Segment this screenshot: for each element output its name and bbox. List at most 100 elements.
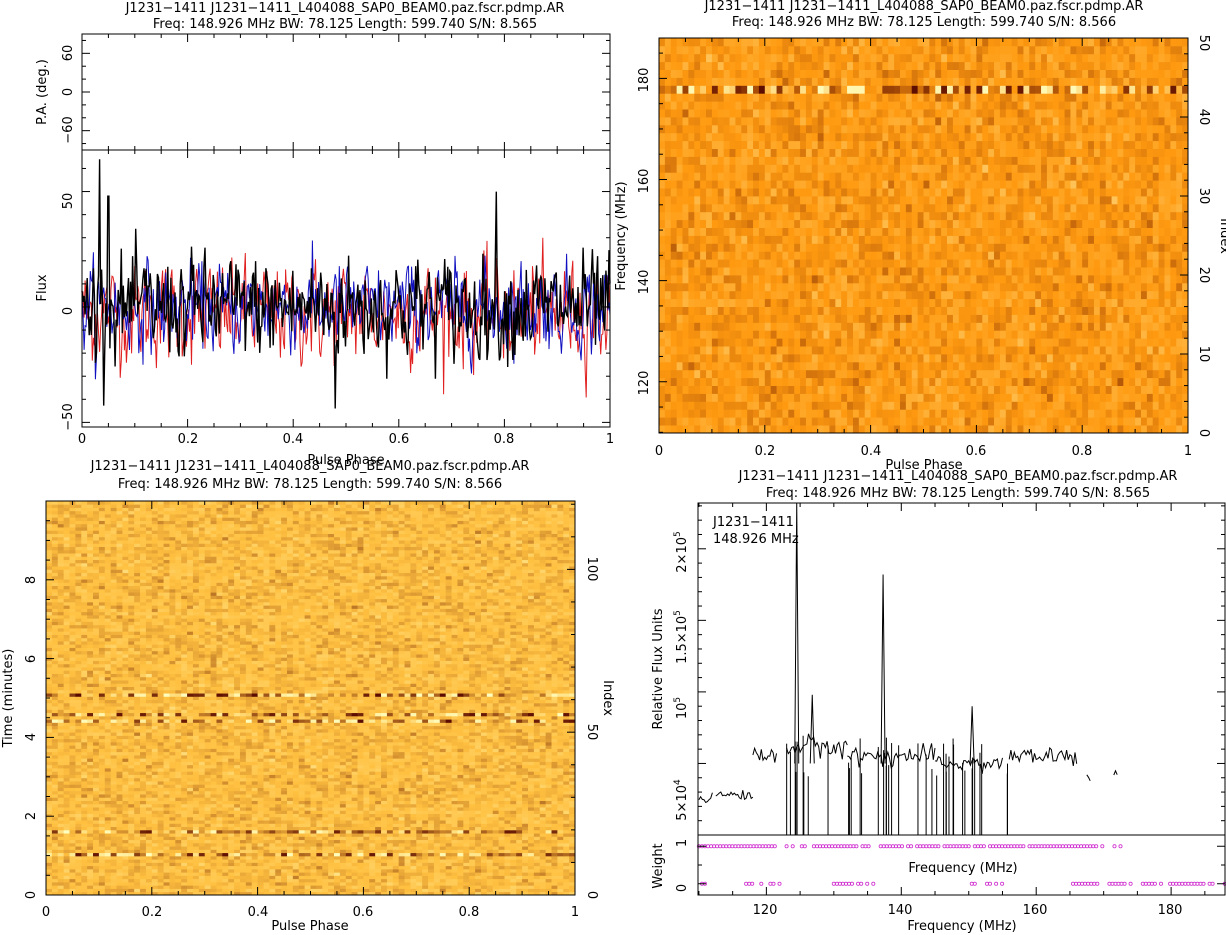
heatmap-cell — [958, 282, 966, 292]
heatmap-cell — [899, 259, 907, 268]
heatmap-cell — [794, 259, 801, 268]
heatmap-cell — [994, 124, 1001, 134]
heatmap-cell — [735, 148, 742, 157]
heatmap-cell — [1146, 259, 1154, 268]
heatmap-cell — [729, 156, 736, 165]
heatmap-cell — [1146, 53, 1154, 63]
heatmap-cell — [1146, 330, 1154, 339]
heatmap-cell — [1005, 401, 1013, 410]
heatmap-cell — [1135, 85, 1142, 94]
heatmap-cell — [805, 235, 813, 244]
heatmap-cell — [1123, 140, 1130, 149]
heatmap-cell — [1129, 109, 1136, 118]
heatmap-cell — [976, 188, 983, 197]
heatmap-cell — [1023, 77, 1030, 86]
heatmap-cell — [410, 891, 417, 896]
heatmap-cell — [422, 888, 429, 893]
heatmap-cell — [982, 69, 989, 78]
heatmap-cell — [805, 354, 813, 363]
heatmap-cell — [988, 69, 995, 78]
heatmap-cell — [911, 61, 919, 70]
heatmap-cell — [1093, 354, 1101, 363]
heatmap-cell — [1058, 196, 1065, 205]
heatmap-cell — [929, 117, 936, 126]
heatmap-cell — [776, 211, 783, 221]
heatmap-cell — [1035, 275, 1042, 284]
heatmap-cell — [929, 354, 936, 363]
heatmap-cell — [935, 101, 942, 110]
heatmap-cell — [735, 385, 742, 394]
heatmap-cell — [794, 196, 801, 205]
heatmap-cell — [1164, 164, 1171, 173]
heatmap-cell — [988, 251, 995, 260]
heatmap-cell — [776, 409, 783, 418]
heatmap-cell — [870, 369, 877, 379]
heatmap-cell — [741, 314, 748, 323]
heatmap-cell — [1082, 203, 1089, 213]
heatmap-cell — [941, 290, 948, 300]
heatmap-cell — [764, 180, 772, 189]
heatmap-cell — [805, 156, 813, 165]
heatmap-cell — [988, 53, 995, 63]
heatmap-cell — [905, 140, 913, 149]
heatmap-cell — [729, 377, 736, 386]
heatmap-cell — [711, 38, 719, 47]
heatmap-cell — [988, 61, 995, 70]
heatmap-cell — [263, 891, 270, 896]
heatmap-cell — [911, 235, 919, 244]
heatmap-cell — [1117, 124, 1124, 134]
heatmap-cell — [911, 172, 919, 181]
heatmap-cell — [1058, 314, 1065, 323]
heatmap-cell — [1076, 164, 1083, 173]
heatmap-cell — [1052, 188, 1060, 197]
heatmap-cell — [1058, 77, 1065, 86]
heatmap-cell — [700, 393, 707, 402]
heatmap-cell — [1035, 117, 1042, 126]
heatmap-cell — [823, 354, 830, 363]
heatmap-cell — [700, 219, 707, 228]
heatmap-cell — [888, 314, 895, 323]
heatmap-cell — [935, 132, 942, 142]
heatmap-cell — [964, 385, 971, 394]
heatmap-cell — [882, 124, 889, 134]
heatmap-cell — [717, 385, 725, 394]
heatmap-cell — [929, 235, 936, 244]
heatmap-cell — [151, 891, 159, 896]
heatmap-cell — [847, 322, 854, 331]
heatmap-cell — [700, 148, 707, 157]
heatmap-cell — [999, 346, 1007, 355]
heatmap-cell — [899, 314, 907, 323]
heatmap-cell — [516, 888, 523, 893]
heatmap-cell — [1152, 196, 1160, 205]
heatmap-cell — [1152, 140, 1160, 149]
heatmap-cell — [805, 180, 813, 189]
heatmap-cell — [664, 322, 672, 331]
heatmap-cell — [899, 275, 907, 284]
heatmap-cell — [764, 425, 772, 434]
heatmap-cell — [741, 385, 748, 394]
heatmap-cell — [941, 227, 948, 236]
heatmap-cell — [1146, 219, 1154, 228]
heatmap-cell — [1088, 369, 1095, 379]
heatmap-cell — [811, 227, 819, 236]
heatmap-cell — [1123, 53, 1130, 63]
heatmap-cell — [1182, 425, 1189, 434]
heatmap-cell — [758, 401, 766, 410]
heatmap-cell — [1105, 38, 1112, 47]
heatmap-cell — [776, 282, 783, 292]
heatmap-cell — [1005, 385, 1013, 394]
heatmap-cell — [782, 132, 789, 142]
heatmap-cell — [1041, 330, 1048, 339]
heatmap-cell — [1041, 385, 1048, 394]
heatmap-cell — [1011, 196, 1018, 205]
heatmap-cell — [1099, 330, 1107, 339]
heatmap-cell — [228, 888, 235, 893]
heatmap-cell — [1035, 148, 1042, 157]
heatmap-cell — [776, 148, 783, 157]
heatmap-cell — [1023, 314, 1030, 323]
heatmap-cell — [876, 417, 883, 426]
heatmap-cell — [1011, 330, 1018, 339]
heatmap-cell — [952, 251, 960, 260]
heatmap-cell — [976, 180, 983, 189]
heatmap-cell — [664, 409, 672, 418]
